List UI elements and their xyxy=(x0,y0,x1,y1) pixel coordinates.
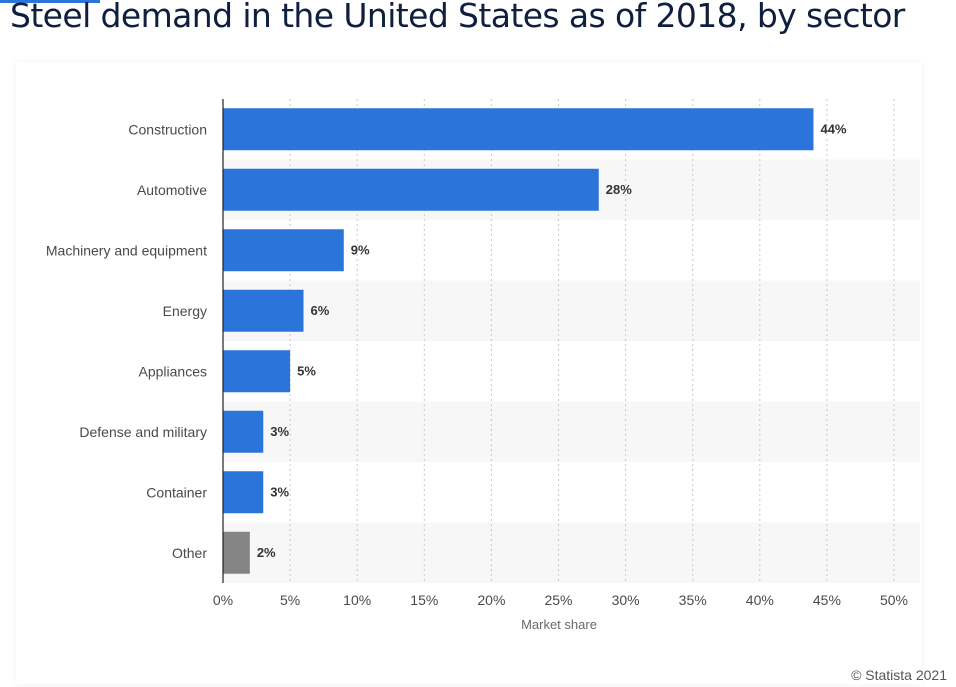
bar-defense-and-military xyxy=(223,410,264,453)
x-tick-label: 5% xyxy=(280,592,300,608)
category-label: Other xyxy=(172,545,207,561)
category-label: Automotive xyxy=(137,182,207,198)
row-band xyxy=(223,522,920,583)
x-tick-label: 10% xyxy=(343,592,371,608)
bar-appliances xyxy=(223,350,291,393)
row-band xyxy=(223,280,920,341)
data-label: 3% xyxy=(270,484,289,499)
x-tick-label: 20% xyxy=(477,592,505,608)
x-tick-label: 30% xyxy=(612,592,640,608)
data-label: 3% xyxy=(270,424,289,439)
chart-title: Steel demand in the United States as of … xyxy=(10,0,905,35)
bar-construction xyxy=(223,108,814,151)
x-tick-label: 40% xyxy=(746,592,774,608)
data-label: 44% xyxy=(820,121,846,136)
x-tick-label: 50% xyxy=(880,592,908,608)
data-label: 5% xyxy=(297,363,316,378)
data-label: 28% xyxy=(606,182,632,197)
data-label: 2% xyxy=(257,545,276,560)
category-label: Construction xyxy=(128,121,207,137)
category-label: Machinery and equipment xyxy=(46,242,207,258)
category-label: Energy xyxy=(163,303,207,319)
x-tick-label: 45% xyxy=(813,592,841,608)
row-band xyxy=(223,401,920,462)
x-tick-label: 15% xyxy=(410,592,438,608)
x-axis-title: Market share xyxy=(521,617,597,632)
source-credit[interactable]: © Statista 2021 xyxy=(851,667,947,683)
bar-other xyxy=(223,531,250,574)
data-label: 6% xyxy=(311,303,330,318)
bar-container xyxy=(223,471,264,514)
data-label: 9% xyxy=(351,242,370,257)
top-accent-bar xyxy=(0,0,100,3)
category-label: Container xyxy=(146,484,207,500)
x-tick-label: 25% xyxy=(544,592,572,608)
x-tick-label: 35% xyxy=(679,592,707,608)
bar-machinery-and-equipment xyxy=(223,229,344,272)
x-tick-label: 0% xyxy=(213,592,233,608)
bar-automotive xyxy=(223,168,599,211)
category-label: Appliances xyxy=(139,363,208,379)
bar-energy xyxy=(223,289,304,332)
category-label: Defense and military xyxy=(79,424,207,440)
